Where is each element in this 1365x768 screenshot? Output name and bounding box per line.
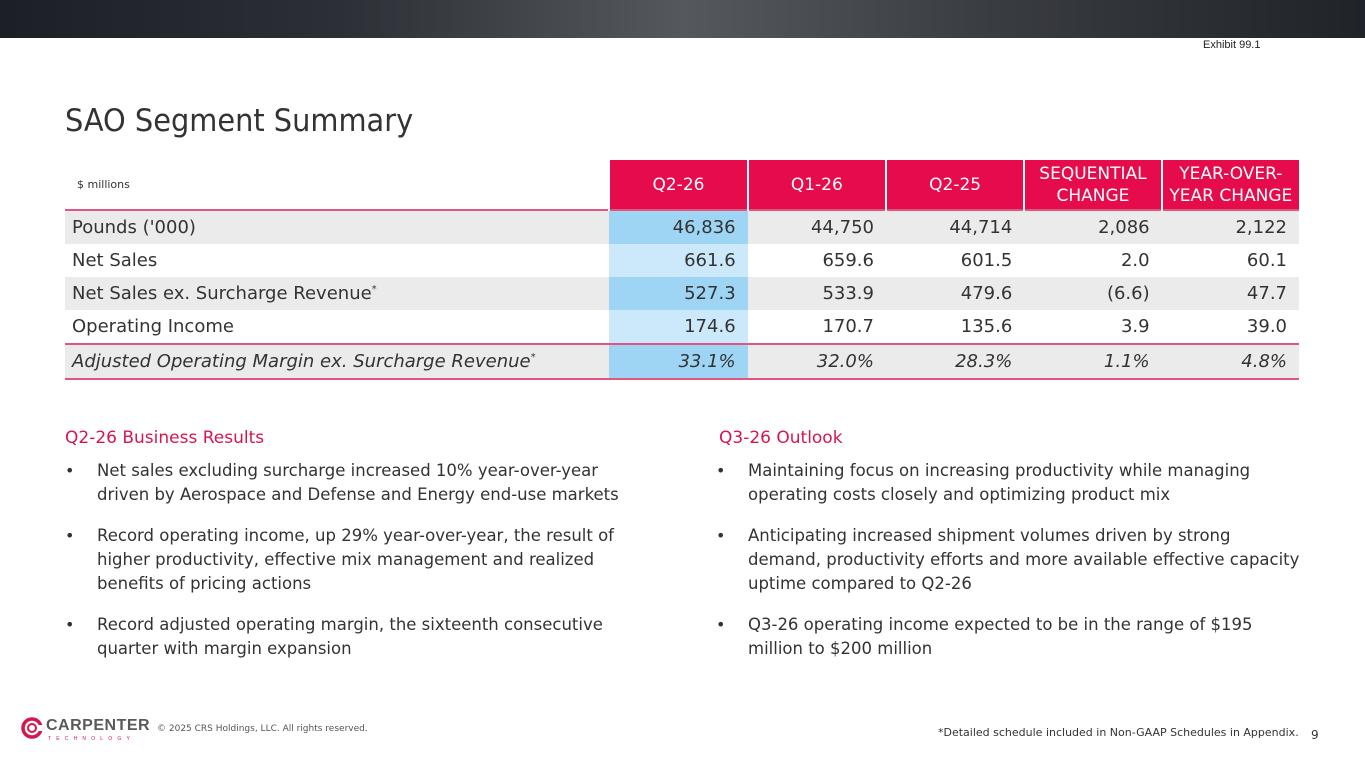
- copyright-text: © 2025 CRS Holdings, LLC. All rights res…: [157, 724, 368, 734]
- table-cell: 32.0%: [747, 344, 886, 379]
- bullet-icon: •: [716, 526, 726, 545]
- row-label: Net Sales ex. Surcharge Revenue*: [65, 277, 610, 310]
- table-cell: 2,086: [1024, 210, 1162, 244]
- table-cell: 170.7: [822, 316, 874, 337]
- bullet-icon: •: [716, 461, 726, 480]
- table-row: Net Sales 661.6 659.6 601.5 2.0 60.1: [65, 244, 1299, 277]
- table-row: Net Sales ex. Surcharge Revenue* 527.3 5…: [65, 277, 1299, 310]
- column-header: SEQUENTIAL CHANGE: [1023, 160, 1162, 210]
- table-cell: 601.5: [960, 250, 1013, 271]
- bullet-icon: •: [65, 461, 75, 480]
- page-title: SAO Segment Summary: [65, 103, 414, 139]
- footnote-text: *Detailed schedule included in Non-GAAP …: [938, 726, 1299, 739]
- logo-subtext: TECHNOLOGY: [48, 736, 136, 742]
- page-number: 9: [1311, 728, 1319, 742]
- table-cell: 3.9: [1120, 316, 1150, 337]
- column-header: Q2-25: [884, 160, 1025, 210]
- carpenter-logo-icon: [21, 717, 45, 739]
- table-cell: 2.0: [1120, 250, 1150, 271]
- table-cell: 28.3%: [885, 344, 1025, 379]
- exhibit-label: Exhibit 99.1: [1203, 39, 1261, 51]
- column-header: Q2-26: [608, 160, 748, 210]
- column-header: Q1-26: [746, 160, 886, 210]
- table-cell: 46,836: [609, 210, 748, 244]
- table-cell: 1.1%: [1024, 344, 1162, 379]
- table-cell: 44,714: [885, 210, 1025, 244]
- table-cell: 47.7: [1161, 277, 1299, 310]
- results-list: • Net sales excluding surcharge increased…: [65, 459, 645, 678]
- table-cell: 479.6: [885, 277, 1025, 310]
- bullet-icon: •: [716, 615, 726, 634]
- table-cell: 659.6: [822, 250, 874, 271]
- row-label: Operating Income: [72, 316, 234, 337]
- table-row: Pounds ('000) 46,836 44,750 44,714 2,086…: [65, 210, 1299, 244]
- row-label: Pounds ('000): [65, 210, 610, 244]
- logo-wordmark: CARPENTER: [46, 717, 151, 734]
- list-item: • Record adjusted operating margin, the s…: [65, 615, 603, 658]
- segment-summary-table: $ millions Q2-26 Q1-26 Q2-25 SEQUENTIAL C…: [65, 160, 1299, 380]
- table-cell: 2,122: [1161, 210, 1299, 244]
- units-label: $ millions: [65, 160, 610, 210]
- list-item: • Record operating income, up 29% year-ov…: [65, 526, 614, 593]
- row-label: Net Sales: [72, 250, 158, 271]
- row-label: Adjusted Operating Margin ex. Surcharge …: [65, 344, 610, 379]
- table-row: Adjusted Operating Margin ex. Surcharge …: [65, 344, 1299, 379]
- list-item: • Q3-26 operating income expected to be i…: [716, 615, 1253, 658]
- table-cell: 60.1: [1246, 250, 1287, 271]
- list-item: • Anticipating increased shipment volumes…: [716, 526, 1300, 593]
- table-cell: 174.6: [609, 310, 748, 344]
- list-item: • Maintaining focus on increasing product…: [716, 461, 1251, 504]
- table-cell: 533.9: [747, 277, 886, 310]
- table-cell: (6.6): [1024, 277, 1162, 310]
- bullet-icon: •: [65, 615, 75, 634]
- table-cell: 135.6: [960, 316, 1013, 337]
- column-header: YEAR-OVER- YEAR CHANGE: [1160, 160, 1299, 210]
- table-cell: 527.3: [609, 277, 748, 310]
- table-header-row: $ millions Q2-26 Q1-26 Q2-25 SEQUENTIAL C…: [65, 160, 1299, 210]
- table-cell: 44,750: [747, 210, 886, 244]
- table-cell: 33.1%: [609, 344, 748, 379]
- table-row: Operating Income 174.6 170.7 135.6 3.9 3…: [65, 310, 1299, 344]
- table-cell: 4.8%: [1161, 344, 1299, 379]
- table-cell: 39.0: [1246, 316, 1287, 337]
- list-item: • Net sales excluding surcharge increased…: [65, 461, 619, 504]
- table-cell: 661.6: [609, 244, 748, 277]
- header-band: [0, 0, 1365, 38]
- results-heading: Q2-26 Business Results: [65, 428, 265, 448]
- bullet-icon: •: [65, 526, 75, 545]
- outlook-list: • Maintaining focus on increasing product…: [716, 459, 1306, 678]
- outlook-heading: Q3-26 Outlook: [719, 428, 843, 448]
